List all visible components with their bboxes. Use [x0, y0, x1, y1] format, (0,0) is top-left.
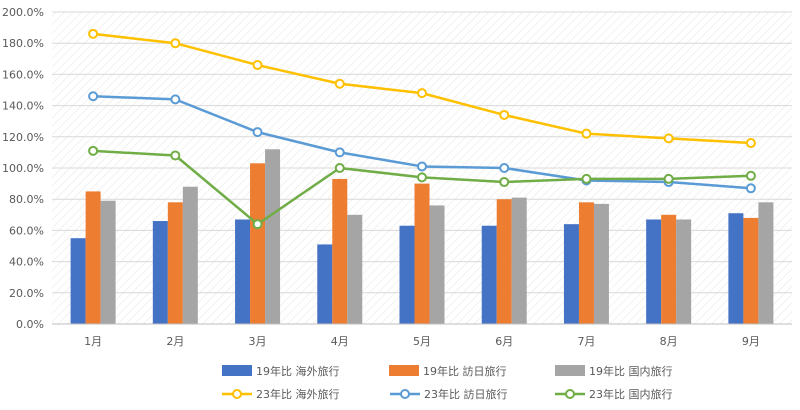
bar	[182, 186, 198, 324]
legend-label: 19年比 訪日旅行	[423, 364, 507, 378]
line-point	[499, 177, 510, 188]
bar	[347, 214, 363, 324]
y-tick-label: 100.0%	[2, 162, 44, 175]
y-tick-label: 20.0%	[9, 287, 44, 300]
y-tick-label: 60.0%	[9, 224, 44, 237]
line-point	[417, 88, 427, 99]
bar	[728, 213, 744, 324]
x-tick-label: 2月	[166, 335, 184, 348]
line-point	[663, 173, 674, 184]
y-tick-label: 120.0%	[2, 131, 44, 144]
bar	[250, 163, 266, 324]
bar	[481, 225, 497, 324]
line-point	[663, 133, 674, 144]
line-point	[745, 138, 756, 149]
line-point	[252, 219, 263, 230]
bar	[676, 219, 692, 324]
bar	[496, 199, 512, 324]
line-point	[334, 147, 345, 158]
line-point	[252, 127, 263, 138]
line-point	[417, 172, 427, 183]
legend-label: 19年比 海外旅行	[256, 364, 340, 378]
bar	[578, 202, 594, 324]
y-tick-label: 160.0%	[2, 68, 44, 81]
y-tick-label: 140.0%	[2, 100, 44, 113]
legend: 19年比 海外旅行 19年比 訪日旅行 19年比 国内旅行 23年比 海外旅行 23年比…	[222, 364, 673, 401]
bar	[332, 178, 348, 324]
line-marks	[88, 28, 756, 230]
legend-swatch	[222, 365, 252, 376]
bar	[646, 219, 662, 324]
x-tick-label: 9月	[742, 335, 760, 348]
bar	[317, 244, 333, 324]
bar	[563, 224, 579, 324]
line-point	[252, 60, 263, 71]
y-tick-label: 0.0%	[16, 318, 44, 331]
legend-label: 19年比 国内旅行	[589, 364, 673, 378]
line-point	[417, 161, 427, 172]
bar	[265, 149, 281, 324]
x-tick-label: 7月	[577, 335, 595, 348]
line-point	[334, 163, 345, 173]
x-tick-label: 4月	[331, 335, 349, 348]
line-point	[745, 170, 756, 181]
legend-swatch	[389, 365, 419, 376]
line-point	[581, 128, 592, 139]
bar	[399, 225, 415, 324]
y-axis: 0.0% 20.0% 40.0% 60.0% 80.0% 100.0% 120.0% 140.…	[2, 6, 44, 331]
legend-label: 23年比 海外旅行	[256, 387, 340, 401]
bar	[152, 221, 168, 324]
line-point	[88, 91, 99, 102]
x-tick-label: 3月	[249, 335, 267, 348]
bar	[167, 202, 183, 324]
x-tick-label: 6月	[495, 335, 513, 348]
x-tick-label: 8月	[660, 335, 678, 348]
line-point	[499, 163, 510, 173]
bar	[85, 191, 101, 324]
line-point	[170, 38, 181, 49]
x-tick-label: 1月	[84, 335, 102, 348]
legend-marker	[232, 389, 242, 399]
legend-marker	[565, 389, 575, 399]
bar-marks	[70, 149, 774, 324]
legend-label: 23年比 訪日旅行	[424, 387, 508, 401]
line-point	[334, 78, 345, 89]
bar	[235, 219, 251, 324]
bar	[100, 200, 116, 324]
bar	[511, 197, 527, 324]
line-point	[581, 173, 592, 184]
x-tick-label: 5月	[413, 335, 431, 348]
y-tick-label: 200.0%	[2, 6, 44, 19]
x-axis: 1月 2月 3月 4月 5月 6月 7月 8月 9月	[52, 323, 792, 348]
legend-swatch	[555, 365, 585, 376]
y-tick-label: 40.0%	[9, 256, 44, 269]
y-tick-label: 80.0%	[9, 193, 44, 206]
bar	[593, 203, 609, 324]
bar	[70, 238, 86, 324]
line-point	[170, 150, 181, 161]
line-point	[170, 94, 181, 105]
line-point	[499, 109, 510, 120]
bar	[414, 183, 430, 324]
bar	[661, 214, 677, 324]
legend-marker	[400, 389, 410, 399]
bar	[758, 202, 774, 324]
bar	[429, 205, 445, 324]
y-tick-label: 180.0%	[2, 37, 44, 50]
line-point	[88, 145, 99, 156]
legend-label: 23年比 国内旅行	[589, 387, 673, 401]
bar	[743, 217, 759, 324]
line-point	[88, 28, 99, 39]
line-point	[745, 183, 756, 194]
